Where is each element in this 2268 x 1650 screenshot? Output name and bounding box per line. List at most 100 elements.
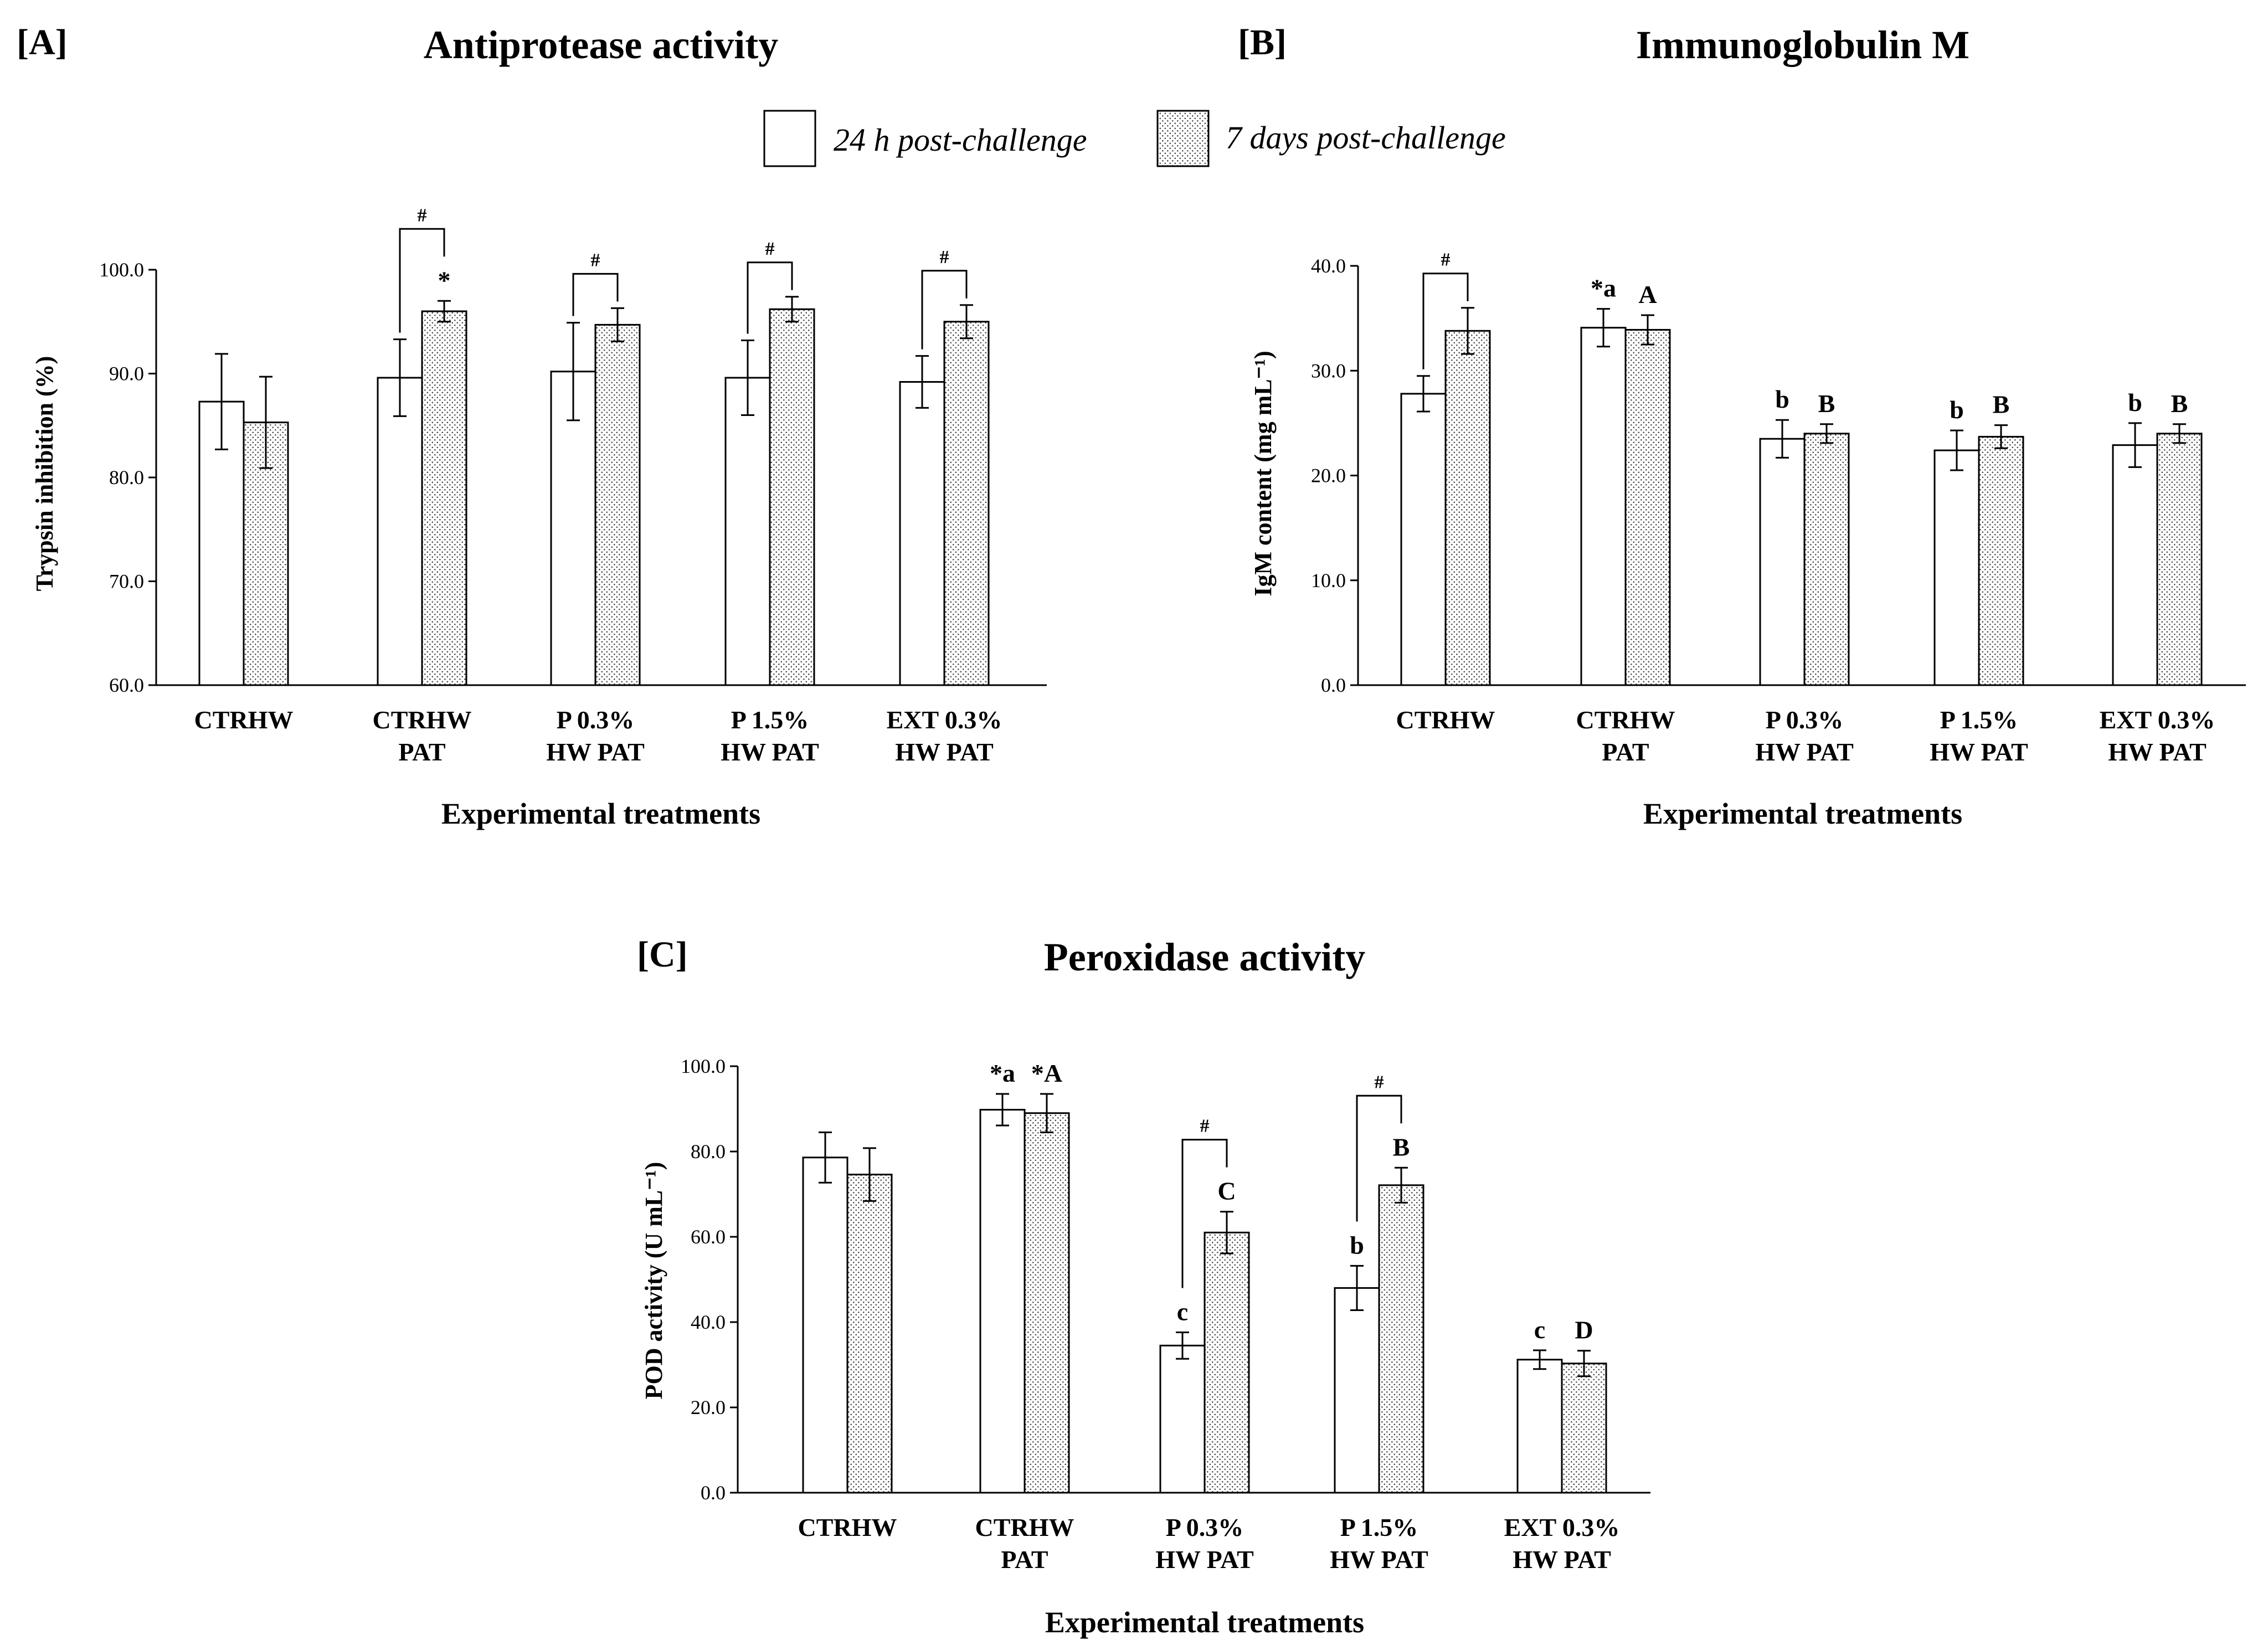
panel-c-significance-label: c [1177,1297,1188,1325]
panel-c-bar-7d [846,1174,893,1494]
panel-c-y-tick-label: 80.0 [691,1140,726,1163]
panel-c-category-label: HW PAT [1155,1545,1254,1574]
panel-b-significance-label: A [1638,280,1657,309]
panel-c-y-axis-label: POD activity (U mL⁻¹) [640,1162,667,1400]
legend: 24 h post-challenge 7 days post-challeng… [763,110,1506,167]
panel-a-category-label: HW PAT [721,738,819,766]
panel-c-category-label: HW PAT [1513,1545,1611,1574]
panel-a-comparison-bracket [399,228,445,333]
panel-a-comparison-label: # [940,247,949,268]
panel-a-y-tick-label: 80.0 [109,466,144,489]
panel-b-bar-7d [1803,433,1850,686]
panel-c-y-tick-label: 60.0 [691,1226,726,1248]
panel-a-title: Antiprotease activity [424,23,779,67]
panel-b-significance-label: B [1993,390,2010,419]
legend-swatch-7d [1156,110,1210,167]
panel-c-category-label: EXT 0.3% [1504,1513,1620,1541]
panel-c-significance-label: D [1575,1316,1593,1344]
panel-b-comparison-label: # [1441,250,1451,270]
panel-a-category-label: PAT [398,738,445,766]
legend-label-24h: 24 h post-challenge [834,122,1087,158]
panel-a-x-axis-label: Experimental treatments [441,797,760,830]
panel-a-category-label: EXT 0.3% [887,706,1002,734]
panel-c-bar-24h [979,1109,1026,1494]
panel-b-bar-7d [1978,435,2024,686]
panel-a-bar-7d [769,308,815,686]
panel-c-bar-7d [1204,1231,1250,1494]
panel-c-significance-label: B [1393,1133,1410,1161]
panel-a-category-label: P 0.3% [557,706,635,734]
panel-b-significance-label: B [1818,389,1835,418]
panel-a-letter: [A] [17,22,68,63]
legend-swatch-24h [763,110,816,167]
panel-a-category-label: CTRHW [194,706,294,734]
panel-b-significance-label: b [2128,388,2142,417]
panel-a-bar-7d [943,321,990,686]
panel-c-bar-7d [1378,1184,1424,1494]
panel-c-comparison-label: # [1200,1116,1210,1137]
panel-b-significance-label: b [1950,395,1964,424]
panel-a-comparison-bracket [921,270,968,349]
panel-b-bar-24h [1580,327,1627,686]
panel-a-bar-24h [724,377,771,686]
panel-b-significance-label: b [1775,385,1789,413]
panel-c-category-label: P 0.3% [1166,1513,1244,1541]
panel-b-category-label: CTRHW [1576,706,1675,734]
legend-label-7d: 7 days post-challenge [1226,120,1506,156]
panel-c-category-label: CTRHW [798,1513,897,1541]
panel-a-category-label: CTRHW [373,706,472,734]
panel-b-significance-label: *a [1591,274,1616,302]
panel-a-y-axis-label: Trypsin inhibition (%) [31,356,58,592]
panel-a-significance-label: * [438,266,451,294]
panel-b-category-label: EXT 0.3% [2100,706,2215,734]
panel-c-comparison-label: # [1375,1072,1384,1092]
panel-c-bar-7d [1024,1112,1070,1494]
panel-c-category-label: PAT [1001,1545,1048,1574]
panel-b-category-label: PAT [1602,738,1649,766]
panel-b-y-tick-label: 10.0 [1311,569,1346,592]
panel-b-category-label: HW PAT [2108,738,2207,766]
panel-c-category-label: HW PAT [1330,1545,1428,1574]
panel-a-comparison-bracket [747,261,793,334]
panel-a-bar-7d [594,323,641,686]
panel-a-comparison-label: # [418,205,427,225]
panel-c-y-tick-label: 0.0 [701,1482,726,1504]
panel-b-y-tick-label: 40.0 [1311,255,1346,277]
panel-a-bar-24h [377,377,423,686]
panel-a-y-tick-label: 100.0 [99,259,144,281]
panel-c-y-tick-label: 40.0 [691,1311,726,1333]
panel-b-bar-24h [1759,438,1806,686]
panel-b-bar-7d [1444,330,1491,686]
panel-c-bar-7d [1561,1363,1607,1494]
panel-b-y-tick-label: 0.0 [1321,674,1346,696]
panel-b-y-tick-label: 20.0 [1311,465,1346,487]
panel-a-y-tick-label: 60.0 [109,674,144,696]
panel-b-significance-label: B [2171,389,2188,418]
panel-b-bar-24h [1400,393,1447,686]
panel-c-bar-24h [1516,1359,1563,1494]
panel-a-bar-7d [421,310,467,686]
panel-c-significance-label: *a [990,1059,1015,1087]
panel-a-category-label: HW PAT [546,738,645,766]
panel-c-category-label: CTRHW [975,1513,1074,1541]
panel-c-category-label: P 1.5% [1340,1513,1418,1541]
panel-c-bar-24h [1334,1287,1380,1494]
panel-a-bar-24h [550,371,596,686]
panel-c-title: Peroxidase activity [1044,935,1366,979]
panel-b-category-label: CTRHW [1396,706,1495,734]
panel-b-letter: [B] [1238,22,1287,63]
panel-b-x-axis-label: Experimental treatments [1643,797,1962,830]
panel-c-y-tick-label: 20.0 [691,1396,726,1418]
panel-a-y-tick-label: 70.0 [109,570,144,593]
panel-b-bar-7d [1624,328,1671,686]
panel-c-x-axis-label: Experimental treatments [1045,1606,1364,1639]
panel-b-bar-24h [1933,449,1980,686]
panel-a-bar-24h [899,381,945,686]
panel-a-y-tick-label: 90.0 [109,363,144,385]
panel-c-significance-label: c [1534,1315,1545,1344]
panel-c-y-tick-label: 100.0 [681,1055,726,1077]
panel-b-category-label: HW PAT [1755,738,1854,766]
panel-b-y-axis-label: IgM content (mg mL⁻¹) [1249,351,1277,596]
panel-a-comparison-label: # [591,250,600,270]
